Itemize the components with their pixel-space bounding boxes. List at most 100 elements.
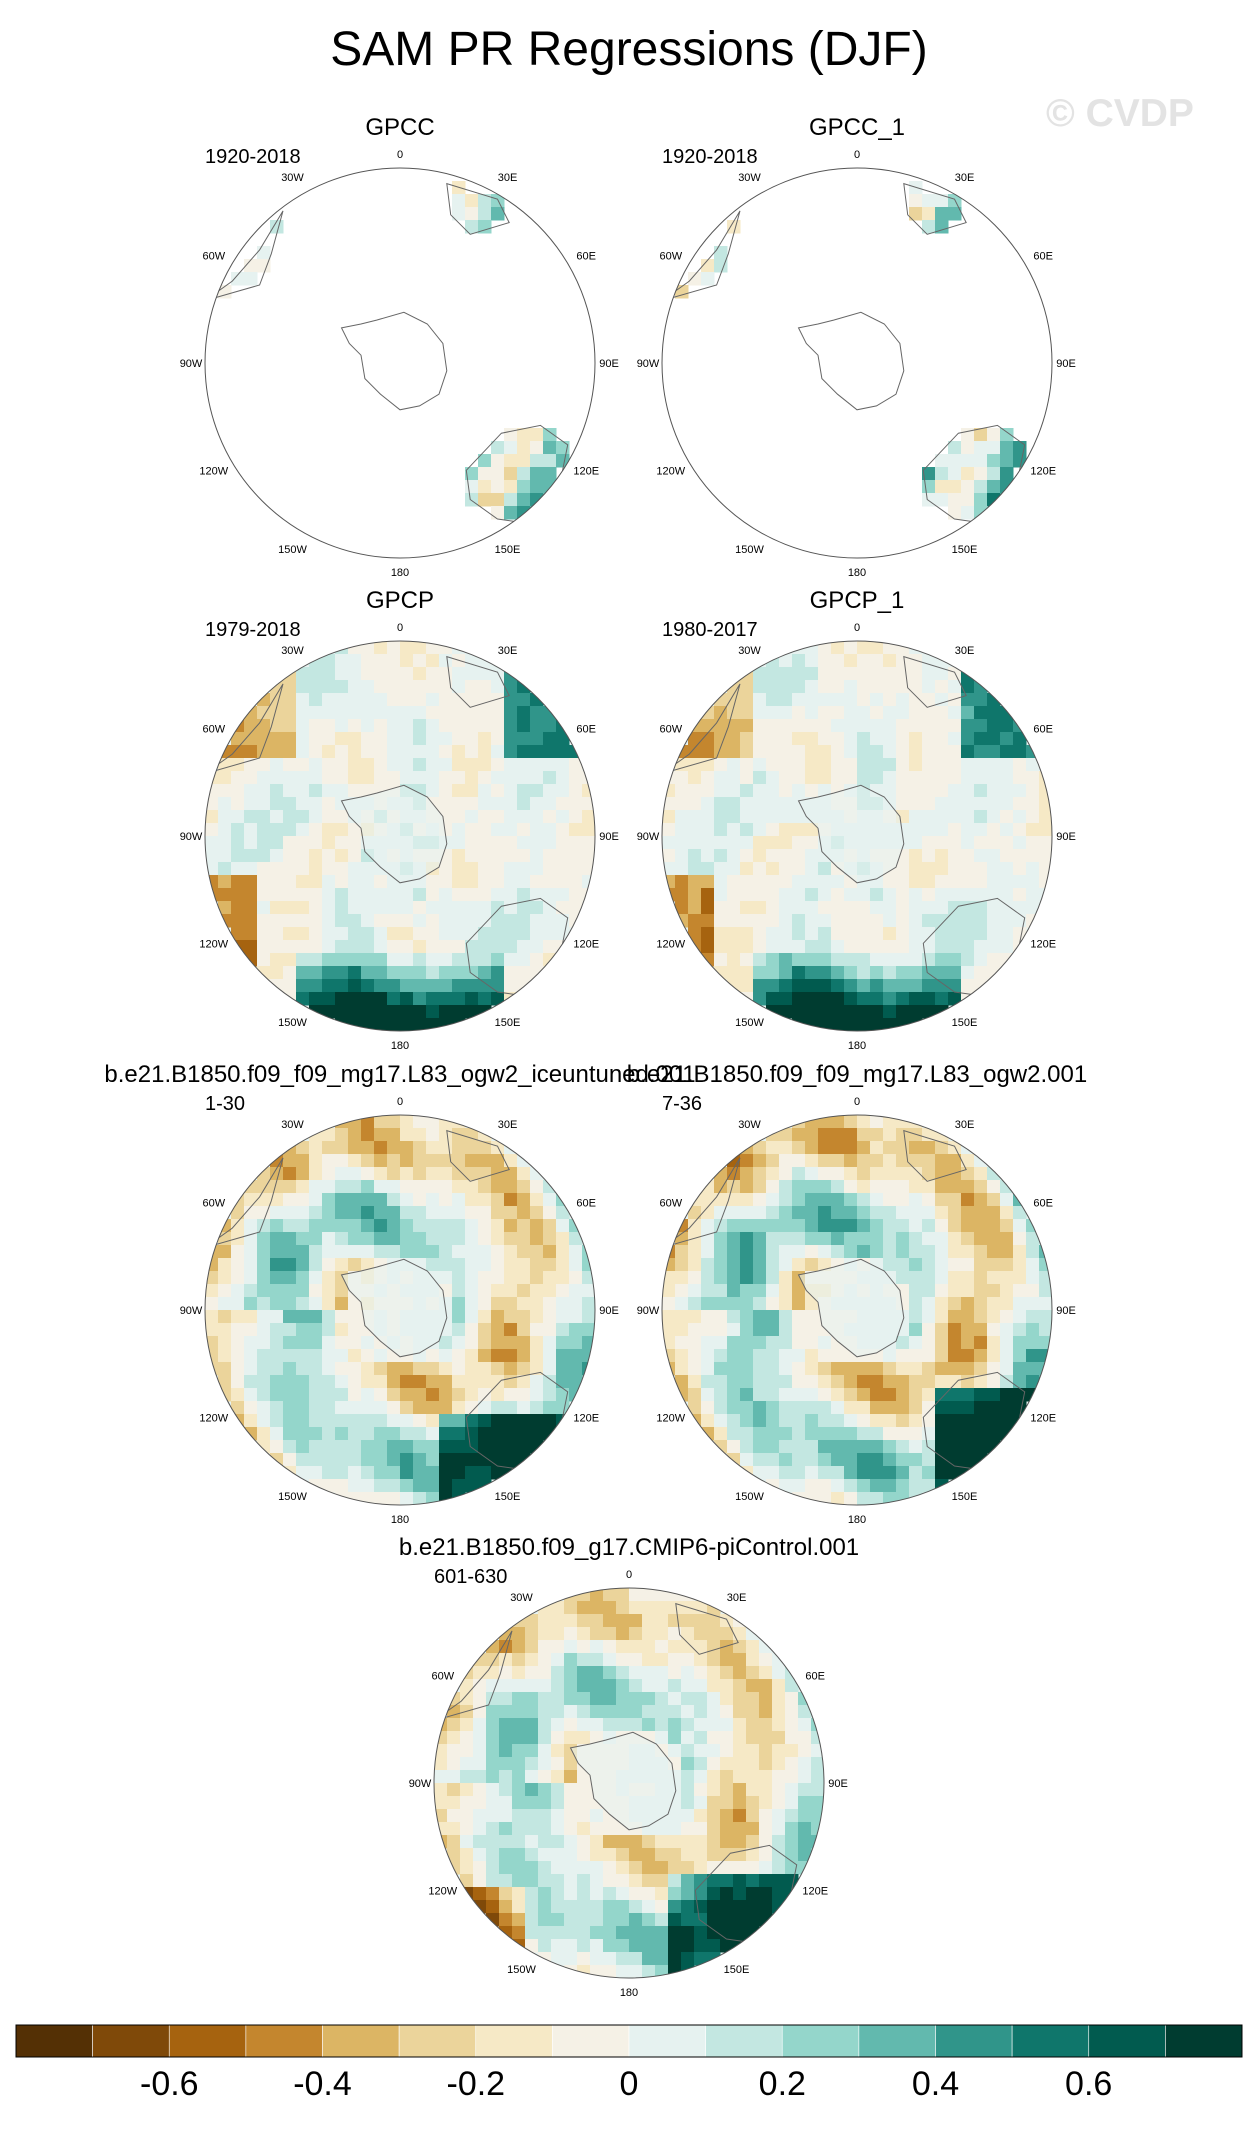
longitude-label: 30E [955, 1119, 975, 1131]
longitude-label: 30W [738, 172, 761, 184]
precip-field [662, 641, 1052, 1031]
colorbar-tick-label: 0.6 [1065, 2065, 1113, 2103]
panel-title: GPCP [365, 587, 435, 614]
longitude-label: 120W [199, 1413, 228, 1425]
longitude-label: 90W [409, 1778, 432, 1790]
africa-outline [903, 655, 967, 708]
longitude-label: 30E [727, 1592, 747, 1604]
longitude-label: 60E [1033, 724, 1053, 736]
longitude-label: 0 [626, 1569, 632, 1581]
longitude-label: 30E [498, 645, 518, 657]
longitude-label: 120E [1030, 1413, 1056, 1425]
longitude-label: 0 [397, 149, 403, 161]
longitude-label: 60W [659, 1198, 682, 1210]
longitude-label: 120E [1030, 466, 1056, 478]
longitude-label: 90W [180, 831, 203, 843]
longitude-label: 150E [952, 1017, 978, 1029]
panel-title: GPCC [365, 114, 435, 141]
longitude-label: 90W [637, 831, 660, 843]
longitude-label: 90E [828, 1778, 848, 1790]
antarctica-outline [797, 311, 905, 411]
panel-period: 1979-2018 [205, 619, 301, 641]
africa-outline [675, 1602, 739, 1655]
map-border [661, 167, 1053, 559]
africa-outline [446, 655, 510, 708]
longitude-label: 30E [955, 172, 975, 184]
longitude-label: 90E [599, 1305, 619, 1317]
longitude-label: 60W [202, 724, 225, 736]
colorbar-tick-label: 0 [619, 2065, 639, 2103]
polar-map-4: 0 30E 60E 90E 120E 150E 180 150W 120W 90W 60W 30W [637, 622, 1076, 1052]
longitude-label: 180 [391, 567, 409, 579]
antarctica-outline [797, 1258, 905, 1358]
antarctica-outline [340, 784, 448, 884]
map-border [661, 1114, 1053, 1506]
longitude-label: 60E [576, 251, 596, 263]
colorbar-tick-label: -0.2 [446, 2065, 506, 2103]
south-america-outline [434, 1630, 513, 1722]
longitude-label: 150W [278, 1491, 307, 1503]
figure-title: SAM PR Regressions (DJF) [330, 23, 928, 76]
longitude-label: 90W [637, 1305, 660, 1317]
south-america-outline [662, 1157, 741, 1249]
south-america-outline [205, 683, 284, 775]
longitude-label: 120E [573, 466, 599, 478]
precip-field [662, 168, 1052, 558]
longitude-label: 150W [507, 1964, 536, 1976]
panel-period: 1980-2017 [662, 619, 758, 641]
precip-field [205, 168, 595, 558]
longitude-label: 90E [599, 831, 619, 843]
longitude-label: 0 [397, 622, 403, 634]
longitude-label: 60E [805, 1671, 825, 1683]
longitude-label: 120E [573, 1413, 599, 1425]
longitude-label: 150E [495, 1491, 521, 1503]
longitude-label: 0 [854, 149, 860, 161]
colorbar-tick-label: -0.4 [293, 2065, 352, 2103]
africa-outline [903, 1129, 967, 1182]
longitude-label: 90W [180, 1305, 203, 1317]
polar-maps: 0 30E 60E 90E 120E 150E 180 150W 120W 90W 60W 30W 0 3… [180, 149, 1076, 1999]
polar-map-6: 0 30E 60E 90E 120E 150E 180 150W 120W 90W 60W 30W [637, 1096, 1076, 1526]
panel-period: 1920-2018 [662, 146, 758, 168]
longitude-label: 0 [854, 1096, 860, 1108]
longitude-label: 0 [397, 1096, 403, 1108]
panel-title: GPCP_1 [809, 587, 905, 614]
longitude-label: 120E [1030, 939, 1056, 951]
longitude-label: 30E [498, 1119, 518, 1131]
longitude-label: 150W [735, 544, 764, 556]
longitude-label: 90E [1056, 358, 1076, 370]
longitude-label: 90E [1056, 1305, 1076, 1317]
map-border [204, 1114, 596, 1506]
map-border [661, 640, 1053, 1032]
longitude-label: 180 [848, 567, 866, 579]
south-america-outline [205, 210, 284, 302]
polar-map-5: 0 30E 60E 90E 120E 150E 180 150W 120W 90W 60W 30W [180, 1096, 619, 1526]
south-america-outline [662, 683, 741, 775]
longitude-label: 30E [955, 645, 975, 657]
longitude-label: 60E [576, 724, 596, 736]
south-america-outline [662, 210, 741, 302]
longitude-label: 180 [848, 1040, 866, 1052]
cvdp-watermark: © CVDP [1046, 92, 1194, 135]
map-border [204, 167, 596, 559]
longitude-label: 60W [431, 1671, 454, 1683]
longitude-label: 30W [738, 1119, 761, 1131]
map-border [204, 640, 596, 1032]
longitude-label: 150W [735, 1491, 764, 1503]
panel-period: 7-36 [662, 1093, 703, 1115]
precip-field [205, 641, 595, 1031]
polar-map-3: 0 30E 60E 90E 120E 150E 180 150W 120W 90W 60W 30W [180, 622, 619, 1052]
longitude-label: 60W [202, 1198, 225, 1210]
colorbar-tick-label: 0.4 [911, 2065, 960, 2103]
longitude-label: 60E [576, 1198, 596, 1210]
longitude-label: 30W [738, 645, 761, 657]
longitude-label: 150E [952, 544, 978, 556]
longitude-label: 120W [656, 939, 685, 951]
longitude-label: 30W [281, 645, 304, 657]
longitude-label: 90E [599, 358, 619, 370]
longitude-label: 30W [281, 1119, 304, 1131]
longitude-label: 30W [510, 1592, 533, 1604]
longitude-label: 150W [735, 1017, 764, 1029]
antarctica-outline [797, 784, 905, 884]
polar-map-1: 0 30E 60E 90E 120E 150E 180 150W 120W 90W 60W 30W [180, 149, 619, 579]
